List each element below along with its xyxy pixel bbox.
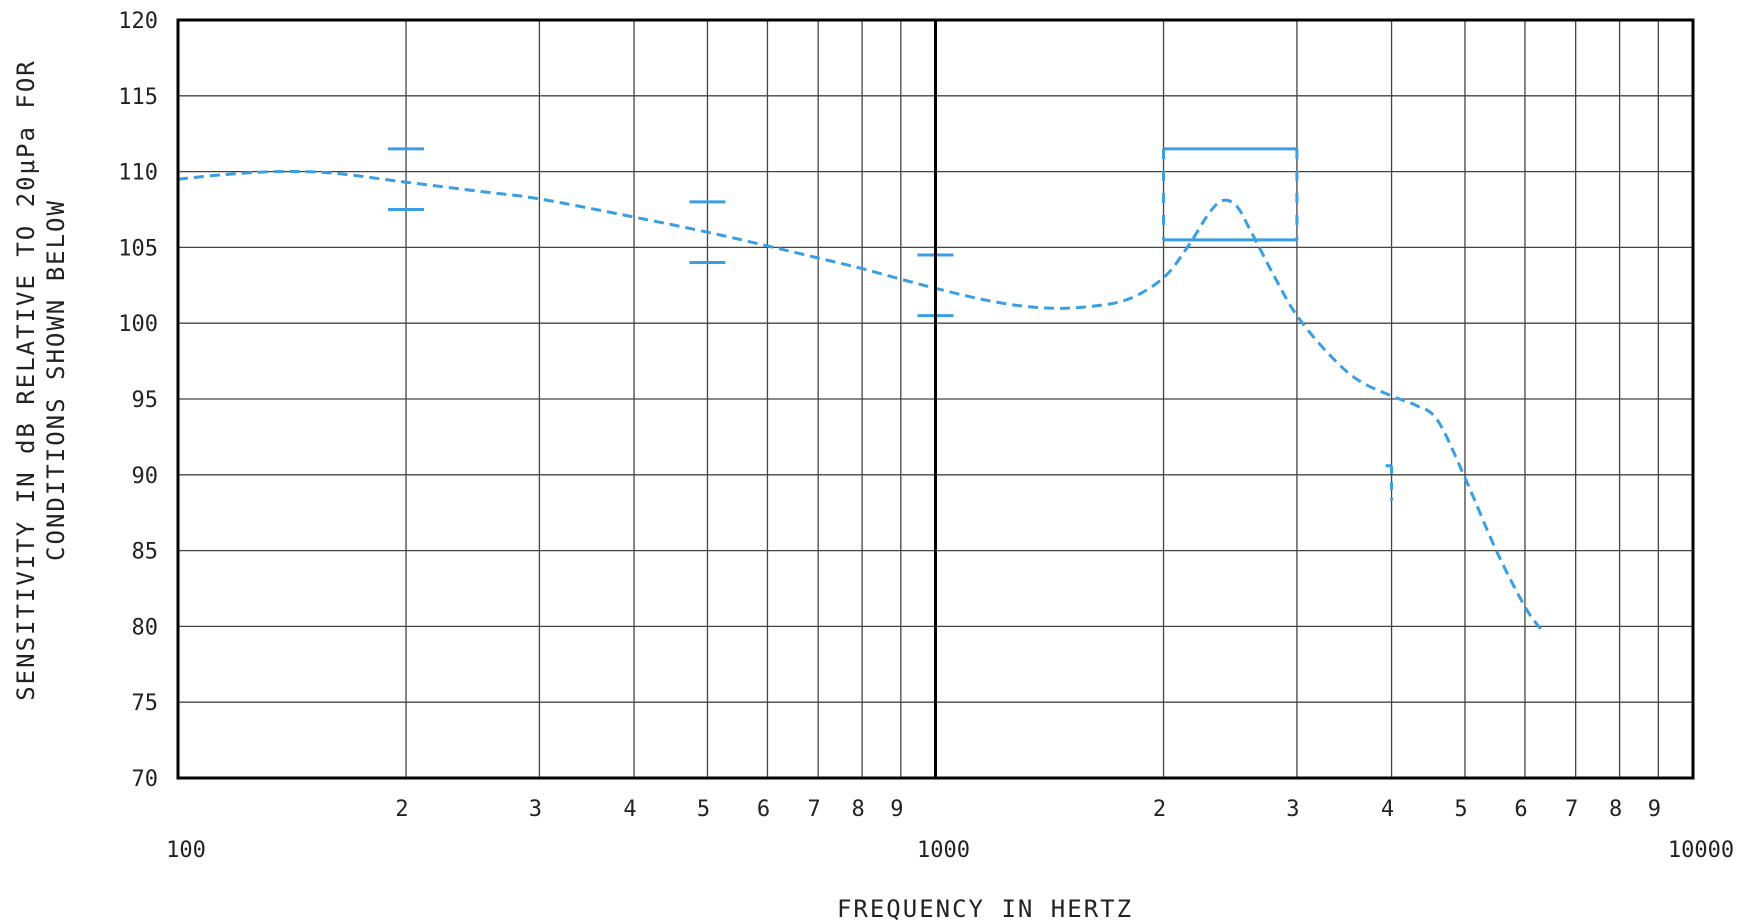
tolerance-layer <box>388 147 1394 501</box>
x-minor-tick-label: 9 <box>890 797 903 822</box>
y-axis-label-line-1: SENSITIVITY IN dB RELATIVE TO 20μPa FOR <box>12 59 40 701</box>
x-minor-tick-label: 3 <box>529 797 542 822</box>
y-tick-label: 115 <box>118 85 158 110</box>
y-tick-label: 85 <box>132 540 159 565</box>
x-axis-label: FREQUENCY IN HERTZ <box>837 895 1133 923</box>
x-minor-tick-label: 7 <box>1565 797 1578 822</box>
x-minor-tick-label: 8 <box>1609 797 1622 822</box>
x-major-tick-label: 10000 <box>1668 838 1734 863</box>
frame-layer <box>176 18 1695 780</box>
x-minor-tick-label: 2 <box>395 797 408 822</box>
response-curve <box>177 169 1543 631</box>
x-major-tick-label: 1000 <box>917 838 970 863</box>
y-tick-label: 75 <box>132 691 159 716</box>
y-tick-label: 110 <box>118 161 158 186</box>
x-minor-tick-label: 2 <box>1153 797 1166 822</box>
series-layer <box>177 169 1543 631</box>
y-tick-label: 100 <box>118 312 158 337</box>
y-axis-label-line-2: CONDITIONS SHOWN BELOW <box>42 199 70 561</box>
x-minor-tick-label: 4 <box>1381 797 1394 822</box>
y-tick-label: 70 <box>132 767 159 792</box>
x-minor-tick-label: 9 <box>1648 797 1661 822</box>
x-minor-tick-label: 5 <box>1454 797 1467 822</box>
x-minor-tick-label: 4 <box>623 797 636 822</box>
x-major-tick-label: 100 <box>166 838 206 863</box>
plot-frame <box>176 18 1695 780</box>
x-minor-tick-label: 3 <box>1286 797 1299 822</box>
x-minor-tick-label: 6 <box>1514 797 1527 822</box>
x-minor-tick-label: 7 <box>808 797 821 822</box>
y-tick-label: 90 <box>132 464 159 489</box>
x-minor-tick-label: 5 <box>697 797 710 822</box>
x-minor-tick-label: 6 <box>757 797 770 822</box>
y-tick-label: 105 <box>118 236 158 261</box>
y-tick-label: 120 <box>118 9 158 34</box>
y-tick-label: 95 <box>132 388 159 413</box>
tick-label-layer: 70 75 80 85 90 95 100 105 110 115 120 2 3 4 5 6 7 8 9 2 3 4 5 6… <box>118 9 1734 863</box>
x-minor-tick-label: 8 <box>851 797 864 822</box>
y-tick-label: 80 <box>132 615 159 640</box>
y-axis-label: SENSITIVITY IN dB RELATIVE TO 20μPa FOR … <box>12 59 70 701</box>
